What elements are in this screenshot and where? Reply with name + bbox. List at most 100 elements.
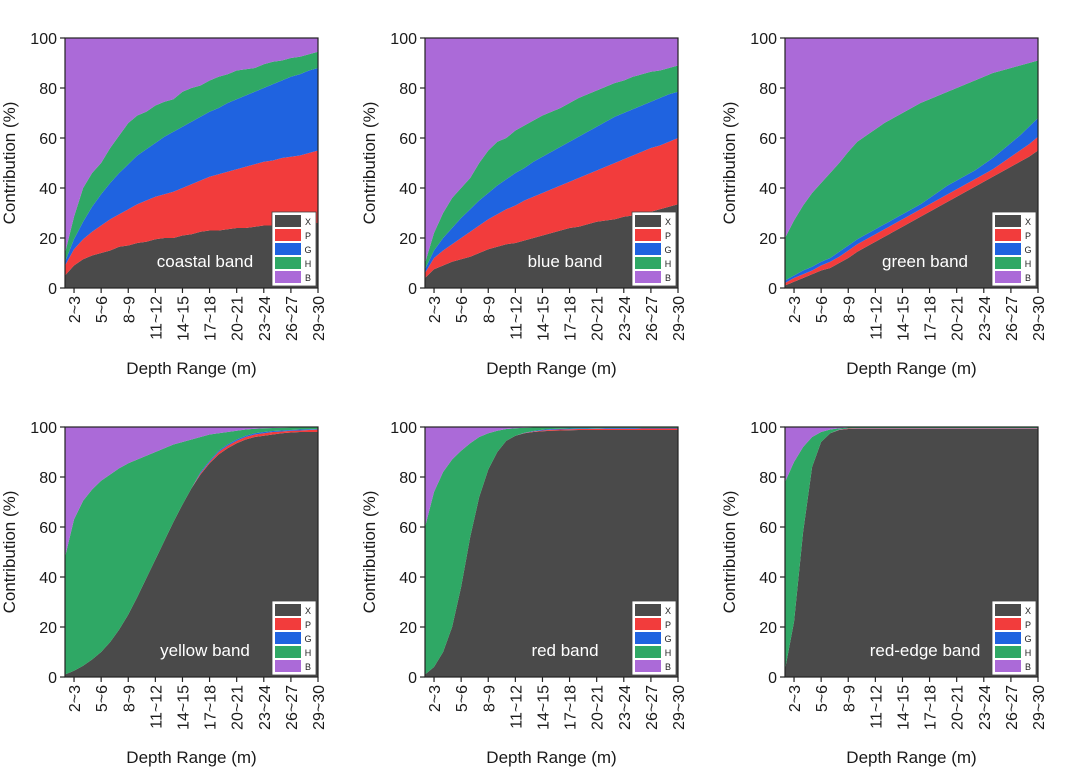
y-axis-title: Contribution (%) [360,491,379,614]
x-tick-label: 11~12 [508,296,525,340]
legend-swatch-x [635,604,661,616]
x-tick-label: 8~9 [481,296,498,323]
y-tick-label: 80 [399,81,417,98]
band-annotation: yellow band [160,641,250,660]
legend-swatch-x [995,604,1021,616]
legend-swatch-h [995,257,1021,269]
y-tick-label: 100 [30,420,57,437]
legend-swatch-g [275,243,301,255]
band-annotation: coastal band [157,252,253,271]
x-tick-label: 29~30 [1031,296,1048,341]
area-series-b [65,38,318,253]
y-axis-title: Contribution (%) [0,491,19,614]
area-series-h [65,51,318,262]
x-axis-title: Depth Range (m) [846,748,976,767]
x-tick-label: 17~18 [563,296,580,341]
x-tick-label: 2~3 [787,296,804,323]
y-tick-label: 100 [390,420,417,437]
x-tick-label: 11~12 [508,685,525,729]
y-tick-label: 60 [39,131,57,148]
legend-label: H [665,648,672,658]
legend-label: B [305,662,311,672]
legend-swatch-b [635,271,661,283]
x-tick-label: 14~15 [535,685,552,730]
legend-label: B [305,273,311,283]
x-tick-label: 5~6 [94,685,111,712]
legend-swatch-b [275,271,301,283]
x-tick-label: 5~6 [94,296,111,323]
legend-label: G [1024,634,1031,644]
x-axis-title: Depth Range (m) [486,748,616,767]
legend-label: G [304,245,311,255]
x-axis-title: Depth Range (m) [486,359,616,378]
x-tick-label: 14~15 [895,685,912,730]
legend-swatch-x [635,215,661,227]
y-tick-label: 60 [399,131,417,148]
y-tick-label: 60 [399,520,417,537]
x-tick-label: 20~21 [590,685,607,730]
x-tick-label: 29~30 [671,685,688,730]
area-series-x [425,430,678,677]
y-tick-label: 0 [768,670,777,687]
x-tick-label: 8~9 [841,685,858,712]
area-series-b [785,38,1038,238]
y-tick-label: 100 [30,31,57,48]
y-tick-label: 20 [399,620,417,637]
x-axis-title: Depth Range (m) [126,359,256,378]
x-tick-label: 23~24 [257,296,274,341]
x-tick-label: 20~21 [590,296,607,341]
area-series-b [65,427,318,557]
legend-swatch-h [275,257,301,269]
x-tick-label: 8~9 [121,685,138,712]
y-tick-label: 100 [750,31,777,48]
legend-label: B [665,273,671,283]
legend-swatch-p [275,618,301,630]
legend-label: B [665,662,671,672]
y-tick-label: 80 [759,81,777,98]
y-tick-label: 0 [48,670,57,687]
legend-label: P [665,620,671,630]
legend-label: X [305,217,311,227]
x-tick-label: 26~27 [284,296,301,341]
legend-label: H [665,259,672,269]
area-series-b [425,38,678,263]
legend-swatch-b [995,660,1021,672]
legend-label: X [305,606,311,616]
x-tick-label: 8~9 [841,296,858,323]
area-series-x [425,204,678,288]
y-tick-label: 40 [399,181,417,198]
x-tick-label: 20~21 [230,296,247,341]
legend-swatch-h [275,646,301,658]
x-tick-label: 20~21 [230,685,247,730]
y-axis-title: Contribution (%) [360,102,379,225]
y-tick-label: 40 [759,181,777,198]
y-tick-label: 0 [48,281,57,298]
x-tick-label: 2~3 [67,685,84,712]
legend-swatch-g [995,632,1021,644]
legend-swatch-b [635,660,661,672]
legend-swatch-x [275,604,301,616]
y-tick-label: 80 [399,470,417,487]
y-axis-title: Contribution (%) [720,491,739,614]
x-tick-label: 17~18 [203,296,220,341]
plot-frame [784,426,1039,678]
x-tick-label: 20~21 [950,296,967,341]
legend-label: G [664,634,671,644]
x-tick-label: 26~27 [1004,296,1021,341]
legend-swatch-p [635,618,661,630]
x-tick-label: 14~15 [895,296,912,341]
area-series-x [785,428,1038,677]
x-tick-label: 29~30 [311,296,328,341]
area-series-g [425,91,678,273]
legend-label: H [305,648,312,658]
x-tick-label: 14~15 [175,296,192,341]
x-tick-label: 26~27 [644,296,661,341]
y-tick-label: 40 [39,181,57,198]
legend-label: G [304,634,311,644]
area-series-h [785,60,1038,281]
